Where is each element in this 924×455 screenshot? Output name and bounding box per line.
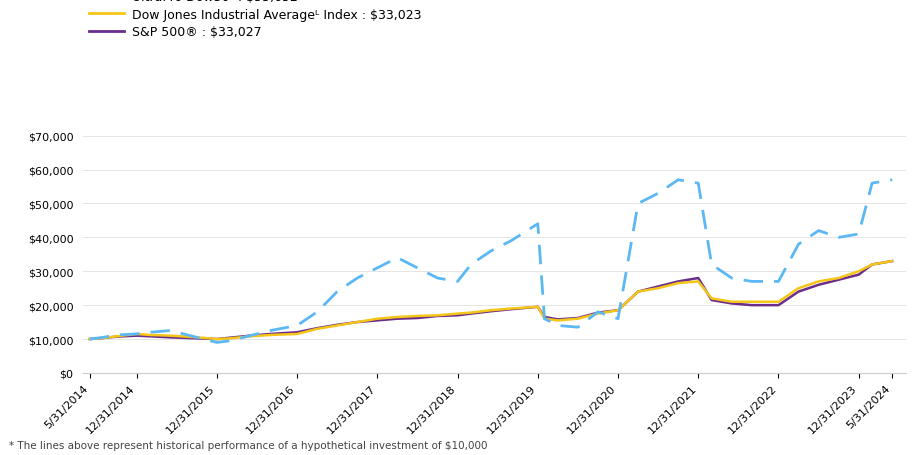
Legend: UltraPro Dow30ᴸ : $55,652, Dow Jones Industrial Averageᴸ Index : $33,023, S&P 50: UltraPro Dow30ᴸ : $55,652, Dow Jones Ind… — [90, 0, 421, 39]
Text: * The lines above represent historical performance of a hypothetical investment : * The lines above represent historical p… — [9, 440, 488, 450]
